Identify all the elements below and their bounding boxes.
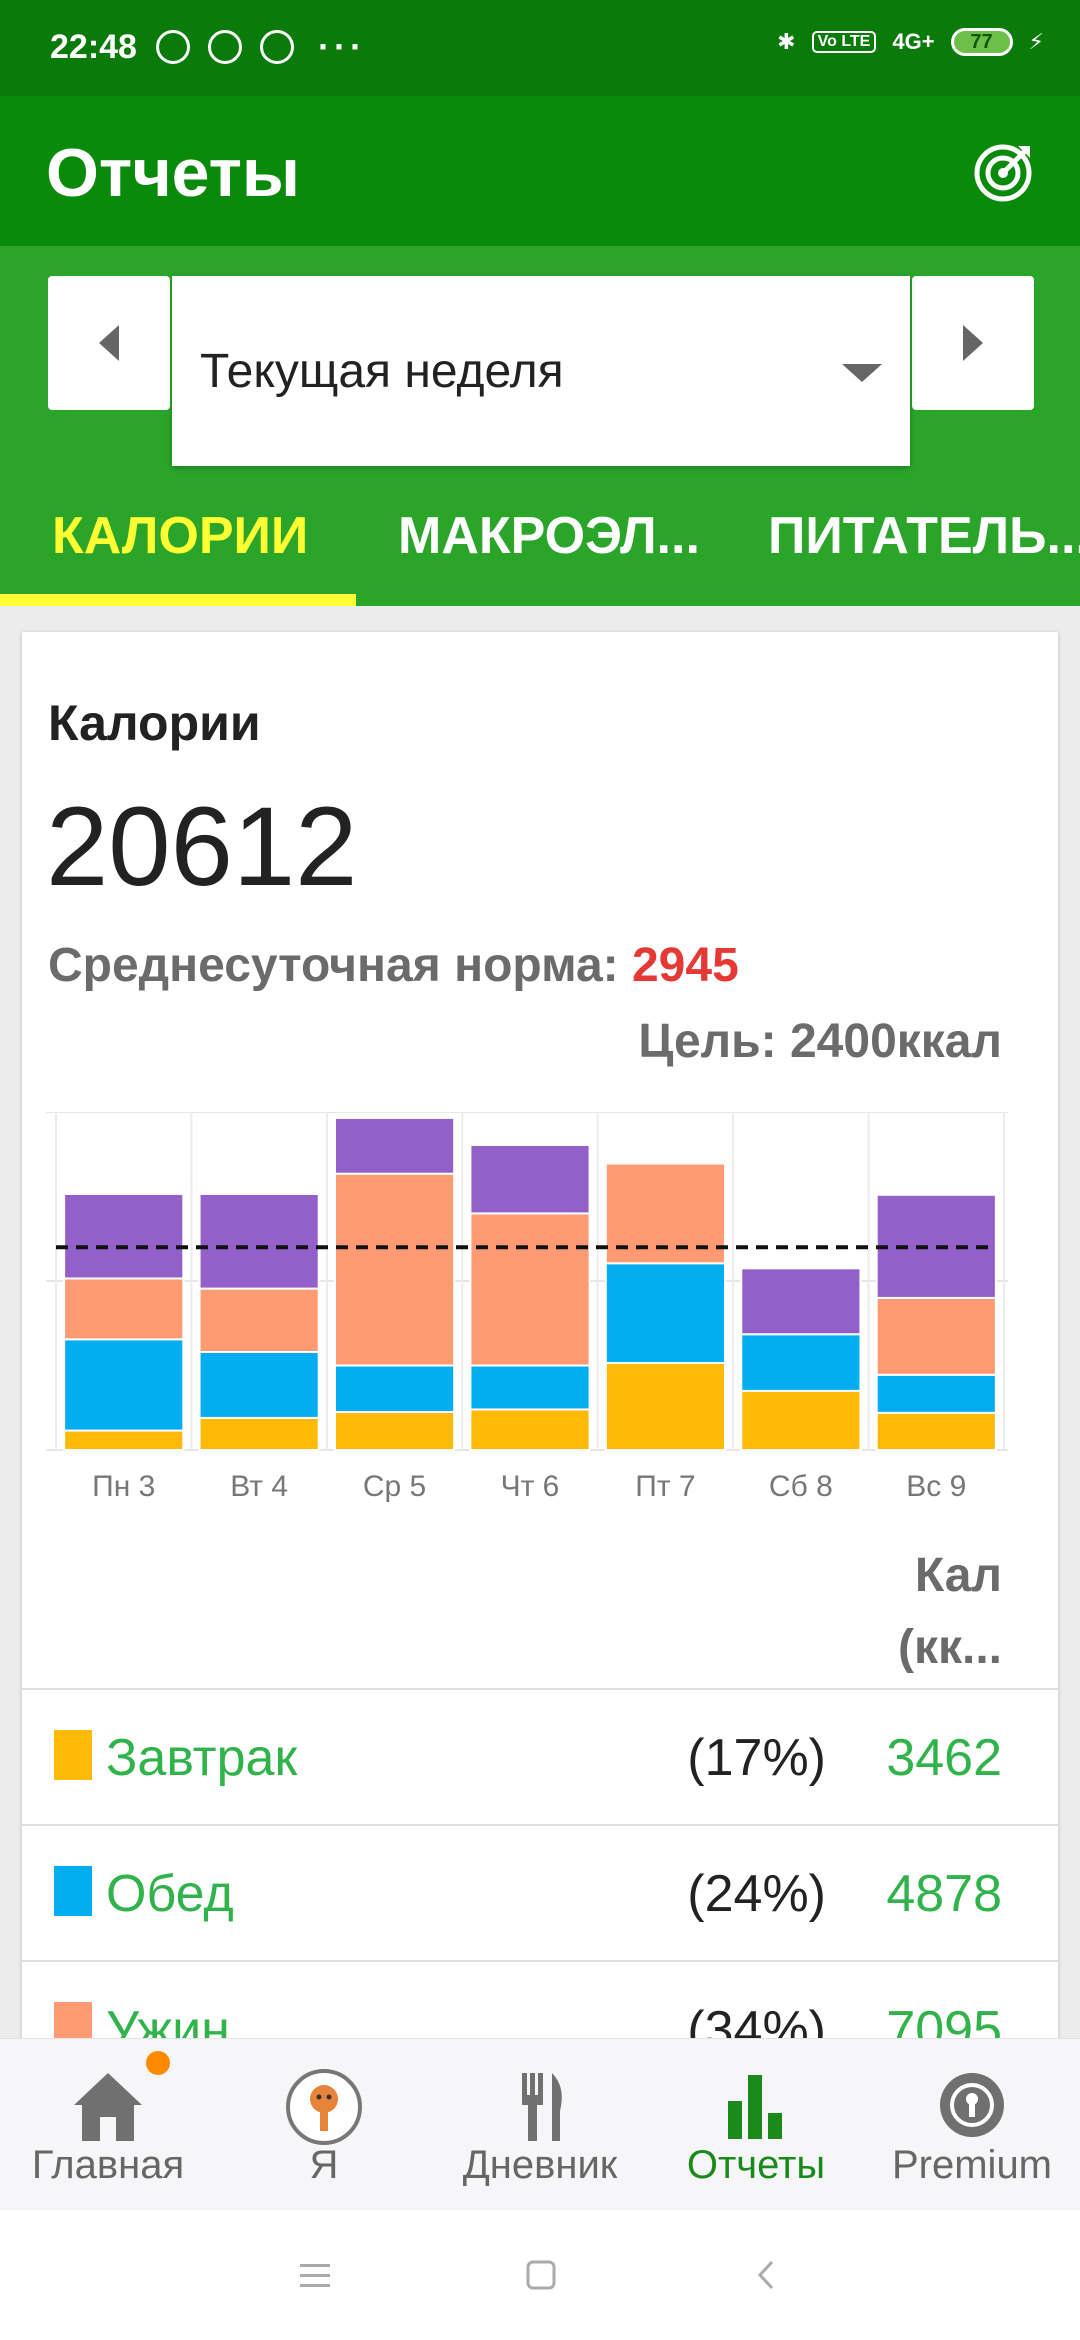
- avatar-icon: [286, 2069, 362, 2145]
- bar-5-segment-1: [604, 1361, 727, 1451]
- bar-5-segment-2: [604, 1262, 727, 1364]
- home-button-icon[interactable]: [516, 2250, 566, 2300]
- bar-4-segment-4: [469, 1143, 591, 1215]
- bar-4-segment-1: [469, 1408, 591, 1452]
- bar-4-segment-3: [469, 1212, 591, 1367]
- daily-average: Среднесуточная норма: 2945: [48, 939, 739, 992]
- bar-1-segment-2: [63, 1338, 185, 1432]
- card-title: Калории: [48, 695, 261, 751]
- bar-1-segment-4: [63, 1192, 185, 1280]
- total-calories: 20612: [46, 784, 358, 909]
- tab-calories[interactable]: КАЛОРИИ: [52, 507, 309, 565]
- bar-6-segment-4: [740, 1267, 862, 1336]
- home-icon: [74, 2073, 142, 2141]
- weekly-calories-chart: Пн 3 Вт 4 Ср 5 Чт 6 Пт 7 Сб 8 Вс 9: [46, 1112, 1008, 1503]
- x-tick-label: Вт 4: [230, 1470, 288, 1503]
- page-title: Отчеты: [46, 135, 300, 211]
- volte-icon: Vo LTE: [811, 31, 877, 53]
- status-time: 22:48: [50, 28, 137, 66]
- chrome-icon: [260, 30, 294, 64]
- x-tick-label: Сб 8: [769, 1470, 833, 1503]
- nav-home[interactable]: Главная: [0, 2039, 216, 2211]
- lunch-color-swatch: [54, 1866, 92, 1916]
- bar-2-segment-1: [198, 1416, 320, 1452]
- app-bar: Отчеты: [0, 96, 1080, 246]
- period-dropdown-value: Текущая неделя: [200, 345, 564, 398]
- bar-1-segment-1: [63, 1429, 185, 1452]
- signal-icon: 4G+: [892, 29, 935, 54]
- bottom-navigation: Главная Я Дневник Отчеты: [0, 2038, 1080, 2211]
- fork-knife-icon: [522, 2073, 562, 2141]
- bluetooth-icon: ✱: [777, 29, 796, 54]
- bar-2-segment-2: [198, 1350, 320, 1419]
- calories-report-card: Калории 20612 Среднесуточная норма: 2945…: [22, 632, 1058, 2152]
- tab-macronutrients[interactable]: МАКРОЭЛ...: [398, 507, 700, 565]
- tab-nutrients[interactable]: ПИТАТЕЛЬ...: [768, 507, 1080, 565]
- bar-3-segment-4: [333, 1116, 456, 1175]
- system-navigation-bar: [0, 2210, 1080, 2340]
- more-notifications-icon: ···: [318, 26, 366, 67]
- bar-3-segment-2: [333, 1364, 456, 1413]
- whatsapp-icon: [156, 30, 190, 64]
- calorie-goal: Цель: 2400ккал: [638, 1015, 1002, 1068]
- bar-6-segment-2: [740, 1333, 862, 1392]
- x-tick-label: Пт 7: [635, 1470, 695, 1503]
- premium-badge-icon: [940, 2073, 1004, 2137]
- chevron-left-icon: [99, 325, 119, 361]
- report-tabs: КАЛОРИИ МАКРОЭЛ... ПИТАТЕЛЬ...: [0, 476, 1080, 606]
- chevron-right-icon: [963, 325, 983, 361]
- bar-4-segment-2: [469, 1364, 591, 1411]
- nav-reports[interactable]: Отчеты: [648, 2039, 864, 2211]
- period-selector-area: Текущая неделя КАЛОРИИ МАКРОЭЛ... ПИТАТЕ…: [0, 246, 1080, 606]
- x-tick-label: Вс 9: [906, 1470, 966, 1503]
- bar-2-segment-3: [198, 1287, 320, 1353]
- nav-premium[interactable]: Premium: [864, 2039, 1080, 2211]
- period-dropdown[interactable]: Текущая неделя: [172, 276, 910, 466]
- active-tab-indicator: [0, 594, 356, 606]
- nav-diary[interactable]: Дневник: [432, 2039, 648, 2211]
- bar-7-segment-1: [875, 1411, 997, 1452]
- nav-me[interactable]: Я: [216, 2039, 432, 2211]
- meal-row-breakfast[interactable]: Завтрак (17%) 3462: [22, 1688, 1058, 1826]
- calories-column-header: Кал (кк...: [897, 1549, 1002, 1674]
- x-tick-label: Чт 6: [501, 1470, 560, 1503]
- previous-period-button[interactable]: [48, 276, 170, 410]
- app-notification-icon: [208, 30, 242, 64]
- daily-average-value: 2945: [631, 939, 739, 992]
- chevron-down-icon: [842, 364, 882, 382]
- bar-6-segment-1: [740, 1389, 862, 1452]
- notification-badge: [146, 2051, 170, 2075]
- x-tick-label: Ср 5: [363, 1470, 426, 1503]
- back-icon[interactable]: [742, 2250, 792, 2300]
- breakfast-color-swatch: [54, 1730, 92, 1780]
- meal-row-lunch[interactable]: Обед (24%) 4878: [22, 1824, 1058, 1962]
- battery-icon: 77: [950, 28, 1013, 56]
- bar-2-segment-4: [198, 1192, 320, 1290]
- x-tick-label: Пн 3: [92, 1470, 155, 1503]
- bar-1-segment-3: [63, 1277, 185, 1341]
- bar-7-segment-2: [875, 1373, 997, 1414]
- bar-chart-icon: [728, 2075, 782, 2139]
- charging-icon: ⚡: [1028, 29, 1044, 54]
- bar-7-segment-3: [875, 1296, 997, 1376]
- status-bar: 22:48 ··· ✱ Vo LTE 4G+ 77 ⚡: [0, 0, 1080, 96]
- bar-3-segment-3: [333, 1172, 456, 1367]
- target-icon[interactable]: [972, 142, 1034, 204]
- menu-icon[interactable]: [290, 2250, 340, 2300]
- bar-3-segment-1: [333, 1410, 456, 1452]
- next-period-button[interactable]: [912, 276, 1034, 410]
